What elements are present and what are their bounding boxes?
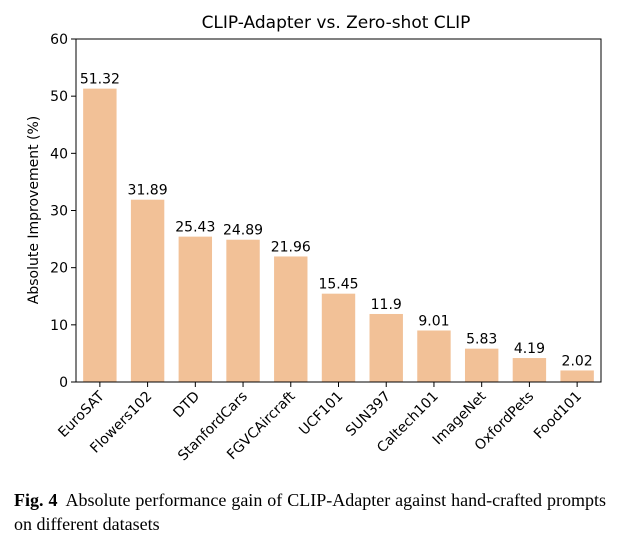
- y-tick-label-3: 30: [50, 204, 68, 220]
- data-label-0: 51.32: [80, 72, 120, 88]
- data-label-3: 24.89: [223, 223, 263, 239]
- data-label-7: 9.01: [418, 313, 449, 329]
- x-tick-label-2: DTD: [171, 389, 204, 422]
- data-label-1: 31.89: [128, 183, 168, 199]
- x-tick-label-5: UCF101: [296, 389, 346, 439]
- figure-number: Fig. 4: [14, 490, 58, 510]
- bar-2: [178, 236, 213, 382]
- y-tick-label-2: 20: [50, 261, 68, 277]
- y-tick-label-1: 10: [50, 318, 68, 334]
- bar-10: [560, 370, 594, 382]
- x-tick-label-10: Food101: [531, 389, 585, 443]
- y-tick-label-0: 0: [59, 375, 68, 391]
- y-tick-label-4: 40: [50, 146, 68, 162]
- data-label-5: 15.45: [318, 277, 358, 293]
- bar-6: [369, 313, 403, 382]
- bar-chart: CLIP-Adapter vs. Zero-shot CLIP Absolute…: [26, 13, 602, 464]
- chart-title: CLIP-Adapter vs. Zero-shot CLIP: [202, 13, 471, 33]
- bar-3: [226, 239, 260, 382]
- bar-0: [83, 88, 117, 382]
- bar-7: [417, 330, 451, 382]
- bar-8: [464, 348, 499, 382]
- caption-text: Absolute performance gain of CLIP-Adapte…: [14, 490, 607, 534]
- plot-frame: [75, 38, 602, 383]
- data-label-8: 5.83: [466, 332, 497, 348]
- data-label-10: 2.02: [562, 353, 593, 369]
- data-label-9: 4.19: [514, 341, 545, 357]
- plot-area: 51.32EuroSAT31.89Flowers10225.43DTD24.89…: [50, 32, 602, 464]
- y-tick-label-5: 50: [50, 89, 68, 105]
- bar-1: [130, 199, 165, 382]
- bar-9: [512, 358, 547, 382]
- data-label-4: 21.96: [271, 239, 311, 255]
- bar-5: [321, 293, 356, 382]
- data-label-6: 11.9: [371, 297, 402, 313]
- data-label-2: 25.43: [175, 220, 215, 236]
- bar-4: [274, 256, 308, 382]
- y-axis-label: Absolute Improvement (%): [26, 116, 42, 305]
- figure-caption: Fig. 4 Absolute performance gain of CLIP-…: [14, 488, 606, 536]
- y-tick-label-6: 60: [50, 32, 68, 48]
